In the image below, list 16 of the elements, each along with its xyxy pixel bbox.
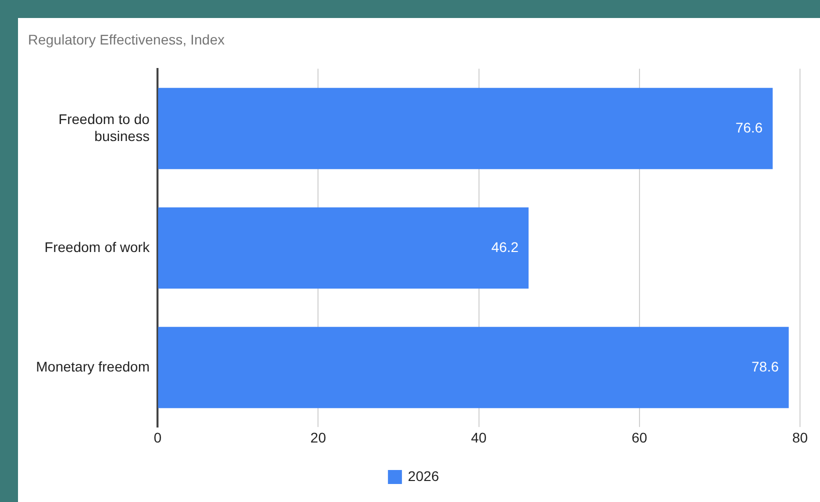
bar	[158, 88, 773, 170]
legend-label: 2026	[408, 468, 440, 484]
data-label: 76.6	[735, 119, 763, 136]
x-tick-label: 80	[792, 429, 808, 446]
bar	[158, 326, 789, 408]
x-tick-label: 0	[154, 429, 162, 446]
y-tick-label: Freedom of work	[44, 238, 151, 255]
data-label: 78.6	[752, 358, 779, 374]
y-tick-label: Freedom to do business	[58, 110, 150, 144]
x-tick-label: 20	[310, 429, 326, 446]
y-tick-label: Monetary freedom	[36, 358, 150, 374]
bar	[158, 207, 529, 289]
data-label: 46.2	[491, 238, 519, 255]
chart-title: Regulatory Effectiveness, Index	[28, 31, 225, 48]
x-tick-label: 40	[471, 429, 487, 446]
x-tick-label: 60	[632, 429, 648, 446]
